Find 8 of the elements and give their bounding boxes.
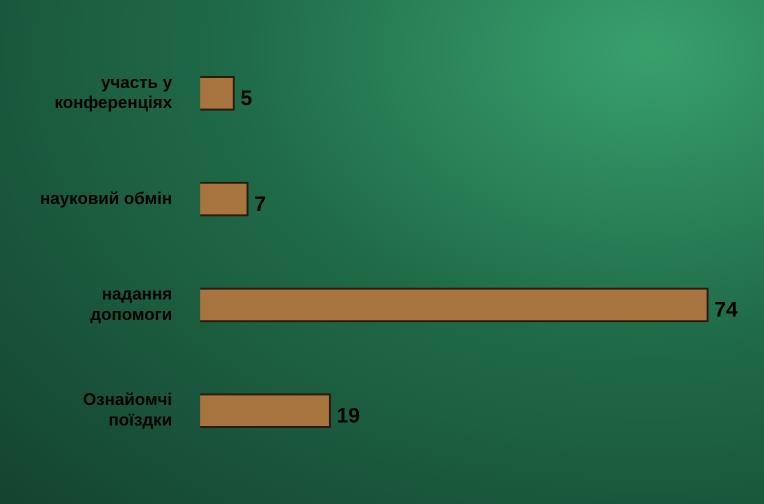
data-label: 7 xyxy=(254,192,266,216)
y-tick-label: науковий обмін xyxy=(40,188,172,208)
y-tick-label: участь у конференціях xyxy=(54,72,173,112)
data-label: 5 xyxy=(240,87,252,110)
data-label: 74 xyxy=(714,298,738,322)
y-tick-label: Ознайомчі поїздки xyxy=(82,390,172,430)
data-label: 19 xyxy=(336,404,360,428)
y-tick-label: надання допомоги xyxy=(90,284,172,324)
